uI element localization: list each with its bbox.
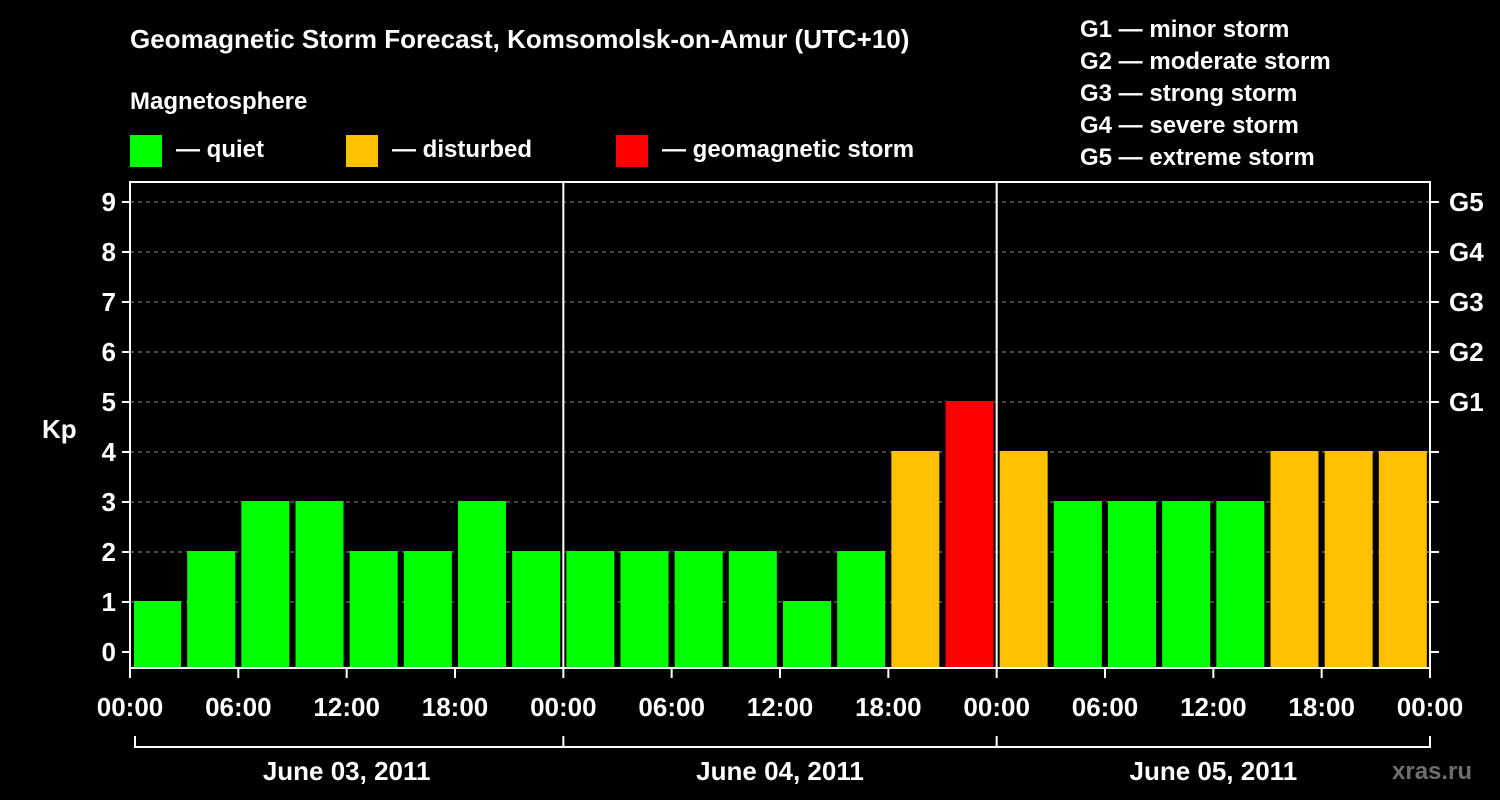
x-tick-label: 00:00: [97, 692, 164, 722]
legend-swatch-quiet: [130, 135, 162, 167]
kp-bar: [1108, 501, 1156, 668]
kp-bar: [1162, 501, 1211, 668]
kp-bar: [999, 451, 1048, 668]
x-tick-label: 06:00: [1072, 692, 1139, 722]
kp-bar: [837, 551, 886, 668]
kp-bar: [674, 551, 723, 668]
kp-bar: [1378, 451, 1427, 668]
y-tick-label: 9: [102, 187, 116, 217]
y-tick-label: 6: [102, 337, 116, 367]
kp-bar: [566, 551, 615, 668]
legend-label-quiet: — quiet: [176, 136, 264, 163]
x-tick-label: 00:00: [530, 692, 597, 722]
kp-bar: [187, 551, 236, 668]
x-tick-label: 00:00: [963, 692, 1030, 722]
g-scale-label: G1: [1449, 387, 1484, 417]
color-legend: — quiet — disturbed — geomagnetic storm: [130, 135, 914, 167]
legend-swatch-storm: [616, 135, 648, 167]
kp-bar: [945, 401, 994, 668]
day-label: June 05, 2011: [1129, 756, 1297, 786]
g-scale-label: G5: [1449, 187, 1484, 217]
x-tick-label: 18:00: [855, 692, 922, 722]
x-tick-label: 12:00: [747, 692, 814, 722]
g-legend-g2: G2 — moderate storm: [1080, 48, 1331, 75]
g-legend-g3: G3 — strong storm: [1080, 80, 1297, 107]
x-tick-label: 00:00: [1397, 692, 1464, 722]
kp-bar: [1270, 451, 1319, 668]
y-tick-label: 8: [102, 237, 116, 267]
legend-swatch-disturbed: [346, 135, 378, 167]
y-tick-label: 5: [102, 387, 116, 417]
y-tick-label: 1: [102, 587, 116, 617]
g-scale-label: G3: [1449, 287, 1484, 317]
x-tick-label: 12:00: [1180, 692, 1247, 722]
kp-bar: [1324, 451, 1373, 668]
kp-bar: [1216, 501, 1265, 668]
day-label: June 04, 2011: [696, 756, 864, 786]
x-tick-label: 06:00: [205, 692, 272, 722]
kp-bar: [134, 601, 181, 668]
plot-area: 0 1 2 3 4 5 6 7 8 9 G1 G2 G3 G4 G5 00:00 06:00 12:00 18:00…: [97, 181, 1484, 786]
g-scale-legend: G1 — minor storm G2 — moderate storm G3 …: [1080, 16, 1331, 171]
y-tick-label: 3: [102, 487, 116, 517]
g-legend-g4: G4 — severe storm: [1080, 112, 1299, 139]
chart-title: Geomagnetic Storm Forecast, Komsomolsk-o…: [130, 24, 909, 54]
kp-bar: [1053, 501, 1102, 668]
y-tick-label: 2: [102, 537, 116, 567]
kp-bar: [458, 501, 506, 668]
g-scale-label: G4: [1449, 237, 1484, 267]
kp-bar: [241, 501, 290, 668]
y-tick-label: 4: [102, 437, 117, 467]
legend-label-storm: — geomagnetic storm: [662, 136, 914, 163]
kp-bar: [512, 551, 561, 668]
legend-label-disturbed: — disturbed: [392, 136, 532, 163]
watermark: xras.ru: [1392, 758, 1472, 785]
y-tick-label: 7: [102, 287, 116, 317]
g-legend-g5: G5 — extreme storm: [1080, 144, 1315, 171]
kp-bar: [295, 501, 344, 668]
kp-bar: [620, 551, 669, 668]
x-tick-label: 12:00: [313, 692, 380, 722]
kp-bar: [891, 451, 940, 668]
kp-bar: [403, 551, 452, 668]
legend-heading: Magnetosphere: [130, 88, 307, 115]
g-scale-label: G2: [1449, 337, 1484, 367]
kp-bar: [349, 551, 398, 668]
kp-bar: [728, 551, 777, 668]
x-tick-label: 18:00: [422, 692, 489, 722]
kp-bar: [783, 601, 831, 668]
g-legend-g1: G1 — minor storm: [1080, 16, 1289, 43]
x-tick-label: 06:00: [638, 692, 705, 722]
day-label: June 03, 2011: [263, 756, 431, 786]
x-tick-label: 18:00: [1288, 692, 1355, 722]
y-axis-label: Kp: [42, 414, 77, 444]
y-tick-label: 0: [102, 637, 116, 667]
